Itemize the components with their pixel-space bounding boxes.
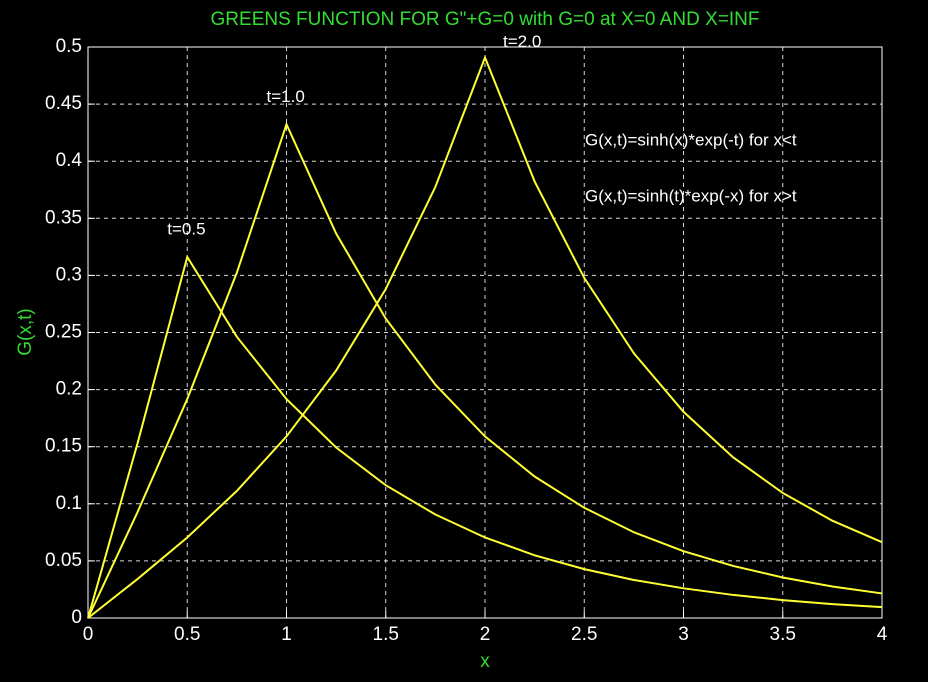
y-tick-label: 0.2 [56,379,82,400]
series-line [87,121,883,619]
y-tick-label: 0.45 [45,93,82,114]
y-tick-label: 0.05 [45,550,82,571]
x-tick-label: 4 [877,624,888,645]
y-tick-label: 0.25 [45,322,82,343]
series-line [87,254,883,619]
chart-title: GREENS FUNCTION FOR G"+G=0 with G=0 at X… [211,9,760,30]
x-tick-label: 1 [281,624,292,645]
x-tick-label: 1.5 [373,624,399,645]
series-label: t=0.5 [167,219,205,238]
annotation: G(x,t)=sinh(x)*exp(-t) for x<t [585,130,797,149]
y-tick-label: 0.3 [56,264,82,285]
x-tick-label: 2 [480,624,491,645]
y-tick-label: 0.1 [56,493,82,514]
y-tick-label: 0.15 [45,436,82,457]
x-axis-label: x [480,651,490,672]
x-tick-label: 2.5 [571,624,597,645]
y-tick-label: 0 [71,607,82,628]
y-tick-label: 0.4 [56,150,83,171]
x-tick-label: 3 [678,624,689,645]
x-tick-label: 0 [83,624,94,645]
series-label: t=1.0 [267,87,305,106]
plot-frame [87,46,883,619]
y-tick-label: 0.35 [45,207,82,228]
series-label: t=2.0 [503,32,541,51]
y-axis-label: G(x,t) [15,308,36,356]
x-tick-label: 0.5 [174,624,200,645]
annotation: G(x,t)=sinh(t)*exp(-x) for x>t [585,186,797,205]
y-tick-label: 0.5 [56,36,82,57]
x-tick-label: 3.5 [770,624,796,645]
series-line [87,54,883,619]
